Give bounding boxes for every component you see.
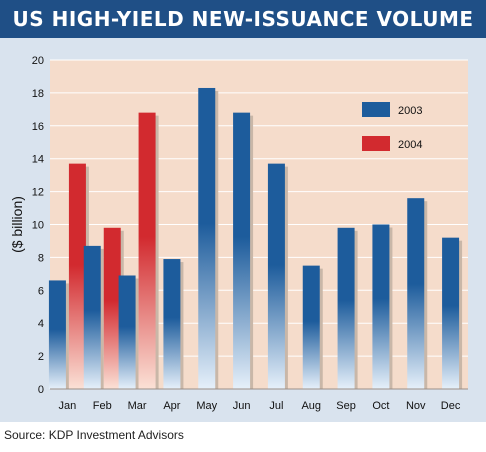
x-tick-label: Dec: [441, 400, 461, 412]
bar-2003-aug: [302, 265, 320, 389]
y-tick-label: 6: [38, 285, 44, 297]
y-tick-label: 0: [38, 384, 44, 396]
y-tick-label: 4: [38, 318, 44, 330]
bar-2003-apr: [163, 259, 181, 389]
x-tick-label: Aug: [301, 400, 321, 412]
y-tick-label: 16: [32, 121, 44, 133]
y-tick-label: 18: [32, 88, 44, 100]
y-tick-label: 10: [32, 220, 44, 232]
y-tick-label: 20: [32, 55, 44, 67]
bar-2003-sep: [337, 227, 355, 389]
bar-2003-may: [198, 87, 216, 389]
y-axis-label: ($ billion): [9, 196, 25, 253]
bar-2003-nov: [407, 198, 425, 389]
source-note: Source: KDP Investment Advisors: [4, 428, 184, 442]
x-tick-label: Oct: [372, 400, 389, 412]
x-tick-label: Jun: [233, 400, 251, 412]
bar-2003-oct: [372, 224, 390, 389]
y-tick-label: 8: [38, 252, 44, 264]
x-tick-label: Feb: [93, 400, 112, 412]
bar-2004-mar: [138, 112, 156, 389]
x-tick-label: Nov: [406, 400, 426, 412]
x-tick-label: Jan: [59, 400, 77, 412]
x-tick-label: May: [196, 400, 217, 412]
x-tick-label: Mar: [128, 400, 147, 412]
y-tick-label: 14: [32, 154, 44, 166]
chart-title: US HIGH-YIELD NEW-ISSUANCE VOLUME: [0, 0, 486, 38]
legend-swatch-2003: [362, 102, 390, 117]
x-tick-label: Apr: [163, 400, 180, 412]
y-tick-label: 12: [32, 187, 44, 199]
bar-2003-jun: [233, 112, 251, 389]
bar-2003-jul: [267, 163, 285, 389]
bar-2003-jan: [48, 280, 66, 389]
legend-label-2003: 2003: [398, 105, 422, 117]
legend-swatch-2004: [362, 136, 390, 151]
y-tick-label: 2: [38, 351, 44, 363]
x-tick-label: Jul: [269, 400, 283, 412]
bar-2004-feb: [103, 227, 121, 389]
bar-2003-mar: [118, 275, 136, 389]
x-tick-label: Sep: [336, 400, 356, 412]
bar-2003-feb: [83, 245, 101, 389]
legend-label-2004: 2004: [398, 139, 422, 151]
bar-2004-jan: [68, 163, 86, 389]
bar-2003-dec: [442, 237, 460, 389]
